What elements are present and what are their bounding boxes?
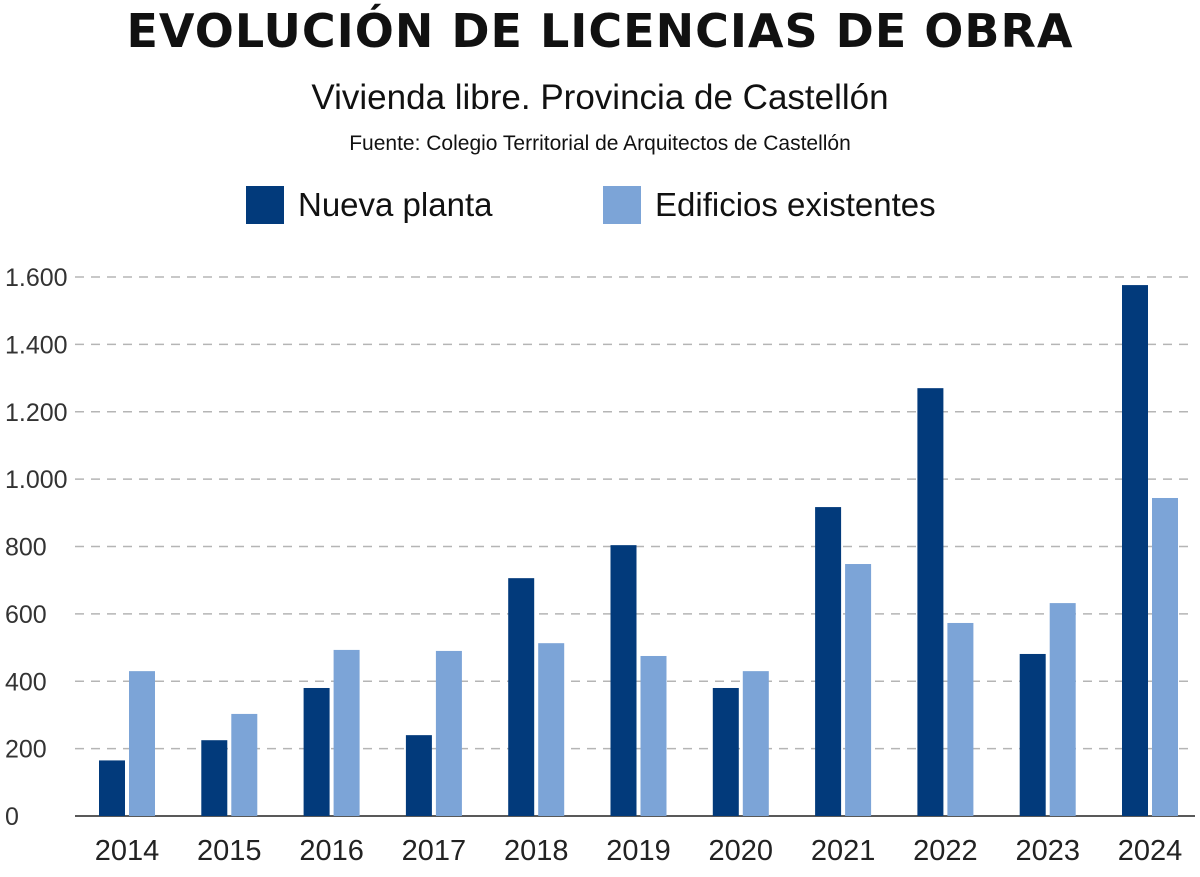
y-tick-label: 1.600 <box>5 264 68 292</box>
y-tick-label: 200 <box>5 736 47 764</box>
legend-item-nueva-planta: Nueva planta <box>246 186 492 224</box>
x-tick-label: 2016 <box>299 835 364 867</box>
bar-nueva-planta-2021 <box>815 507 842 816</box>
legend-label: Edificios existentes <box>655 186 936 223</box>
y-tick-label: 1.200 <box>5 399 68 427</box>
bar-edificios-existentes-2022 <box>947 622 974 816</box>
chart-title: EVOLUCIÓN DE LICENCIAS DE OBRA <box>126 4 1074 58</box>
bar-nueva-planta-2016 <box>303 687 330 816</box>
y-tick-label: 600 <box>5 601 47 629</box>
x-tick-label: 2020 <box>709 835 774 867</box>
bar-edificios-existentes-2014 <box>129 671 155 816</box>
x-tick-label: 2022 <box>913 835 978 867</box>
y-tick-label: 1.000 <box>5 466 68 494</box>
x-tick-label: 2015 <box>197 835 262 867</box>
bar-edificios-existentes-2018 <box>538 643 565 816</box>
bar-nueva-planta-2014 <box>99 760 125 816</box>
legend-item-edificios-existentes: Edificios existentes <box>603 186 936 224</box>
bar-nueva-planta-2019 <box>610 545 637 816</box>
chart-source: Fuente: Colegio Territorial de Arquitect… <box>349 132 851 155</box>
bar-nueva-planta-2020 <box>712 687 739 816</box>
bar-edificios-existentes-2023 <box>1049 603 1076 816</box>
bar-nueva-planta-2022 <box>917 388 944 816</box>
legend-swatch <box>246 186 284 224</box>
x-tick-label: 2024 <box>1118 835 1183 867</box>
bar-edificios-existentes-2016 <box>333 649 360 816</box>
x-tick-label: 2021 <box>811 835 876 867</box>
x-tick-label: 2019 <box>606 835 671 867</box>
x-tick-label: 2014 <box>95 835 160 867</box>
x-tick-label: 2017 <box>402 835 467 867</box>
bar-edificios-existentes-2021 <box>845 564 872 816</box>
bar-edificios-existentes-2019 <box>640 655 667 816</box>
chart-subtitle: Vivienda libre. Provincia de Castellón <box>311 78 889 117</box>
bar-nueva-planta-2024 <box>1122 285 1148 817</box>
bar-nueva-planta-2017 <box>405 735 432 816</box>
y-tick-label: 0 <box>5 803 19 831</box>
x-tick-label: 2023 <box>1015 835 1080 867</box>
legend-swatch <box>603 186 641 224</box>
bar-nueva-planta-2018 <box>508 578 535 816</box>
x-tick-label: 2018 <box>504 835 569 867</box>
legend-label: Nueva planta <box>298 186 493 223</box>
bar-edificios-existentes-2015 <box>231 713 258 816</box>
bar-nueva-planta-2015 <box>201 740 228 816</box>
y-tick-label: 800 <box>5 534 47 562</box>
bar-edificios-existentes-2020 <box>742 671 769 816</box>
bar-edificios-existentes-2024 <box>1152 497 1178 816</box>
y-tick-label: 400 <box>5 668 47 696</box>
bar-edificios-existentes-2017 <box>435 650 462 816</box>
y-tick-label: 1.400 <box>5 331 68 359</box>
bar-nueva-planta-2023 <box>1019 653 1046 816</box>
